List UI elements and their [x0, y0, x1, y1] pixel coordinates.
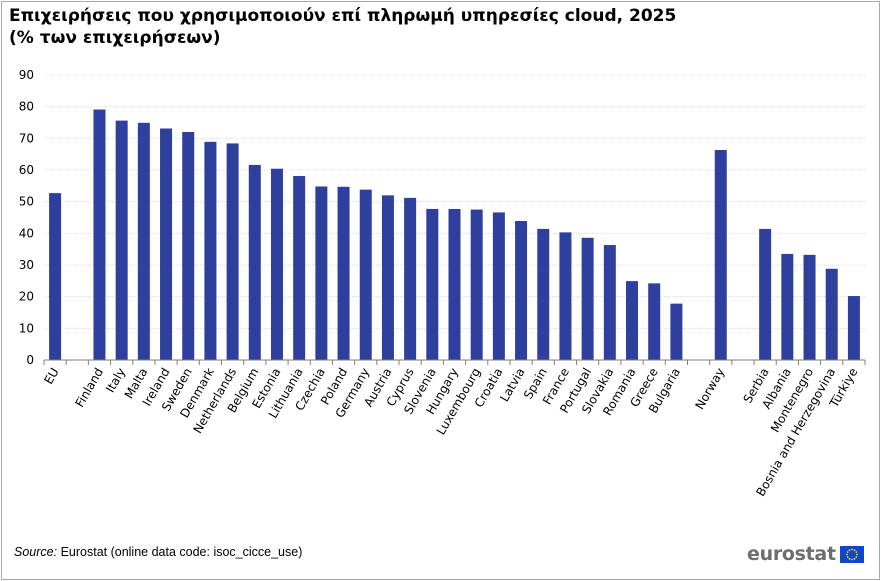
bar-greece [648, 283, 661, 360]
x-tick-label: EU [41, 366, 61, 387]
flag-star [848, 548, 851, 551]
bar-finland [93, 109, 106, 361]
bar-spain [537, 228, 550, 360]
flag-star [848, 557, 851, 560]
y-tick-label: 50 [19, 195, 34, 209]
bar-bosnia-and-herzegovina [825, 268, 838, 360]
source-note: Source: Eurostat (online data code: isoc… [14, 545, 302, 559]
bar-croatia [492, 212, 505, 360]
y-tick-label: 60 [19, 163, 34, 177]
flag-star [853, 548, 856, 551]
bar-france [559, 232, 572, 360]
chart-title: Επιχειρήσεις που χρησιμοποιούν επί πληρω… [9, 5, 676, 49]
bar-latvia [515, 220, 528, 360]
bar-türkiye [847, 296, 860, 360]
bar-malta [137, 122, 150, 360]
bar-lithuania [293, 176, 306, 360]
bar-bulgaria [670, 303, 683, 360]
bar-czechia [315, 186, 328, 360]
flag-star [855, 553, 858, 555]
y-tick-label: 80 [19, 100, 34, 114]
bar-estonia [270, 168, 283, 360]
bar-luxembourg [470, 209, 483, 360]
bar-denmark [204, 141, 217, 360]
y-tick-label: 40 [19, 226, 34, 240]
y-tick-label: 30 [19, 258, 34, 272]
bar-ireland [160, 128, 173, 360]
bar-germany [359, 189, 372, 360]
logo-text: eurostat [747, 543, 836, 565]
bar-portugal [581, 237, 594, 360]
bar-hungary [448, 208, 461, 360]
y-tick-label: 10 [19, 321, 34, 335]
bar-sweden [182, 132, 195, 360]
title-line-2: (% των επιχειρήσεων) [9, 28, 221, 48]
y-tick-label: 20 [19, 290, 34, 304]
bar-slovakia [603, 245, 616, 360]
flag-star [845, 553, 848, 555]
flag-star [850, 558, 853, 560]
bar-austria [381, 195, 394, 360]
bar-poland [337, 186, 350, 360]
x-tick-label: Finland [73, 366, 107, 410]
flag-star [850, 548, 853, 550]
flag-star [855, 555, 857, 558]
y-tick-label: 70 [19, 131, 34, 145]
y-tick-label: 0 [26, 353, 34, 367]
bar-romania [626, 281, 639, 360]
bar-italy [115, 120, 128, 360]
bar-norway [714, 150, 727, 360]
eu-flag-icon [839, 545, 864, 563]
x-tick-label: Norway [692, 366, 727, 412]
bar-slovenia [426, 208, 439, 360]
flag-star [846, 555, 849, 558]
bar-netherlands [226, 143, 239, 360]
y-tick-label: 90 [19, 68, 34, 82]
flag-star [853, 557, 856, 560]
bar-cyprus [404, 197, 417, 360]
bar-albania [781, 253, 794, 360]
bar-eu [49, 193, 62, 360]
eurostat-logo: eurostat [747, 543, 864, 565]
bar-belgium [248, 164, 261, 360]
bar-serbia [759, 228, 772, 360]
source-text: Eurostat (online data code: isoc_cicce_u… [57, 545, 303, 559]
flag-star [846, 550, 849, 553]
flag-star [855, 550, 857, 553]
source-label: Source: [14, 545, 58, 559]
bar-montenegro [803, 254, 816, 360]
title-line-1: Επιχειρήσεις που χρησιμοποιούν επί πληρω… [9, 6, 677, 26]
